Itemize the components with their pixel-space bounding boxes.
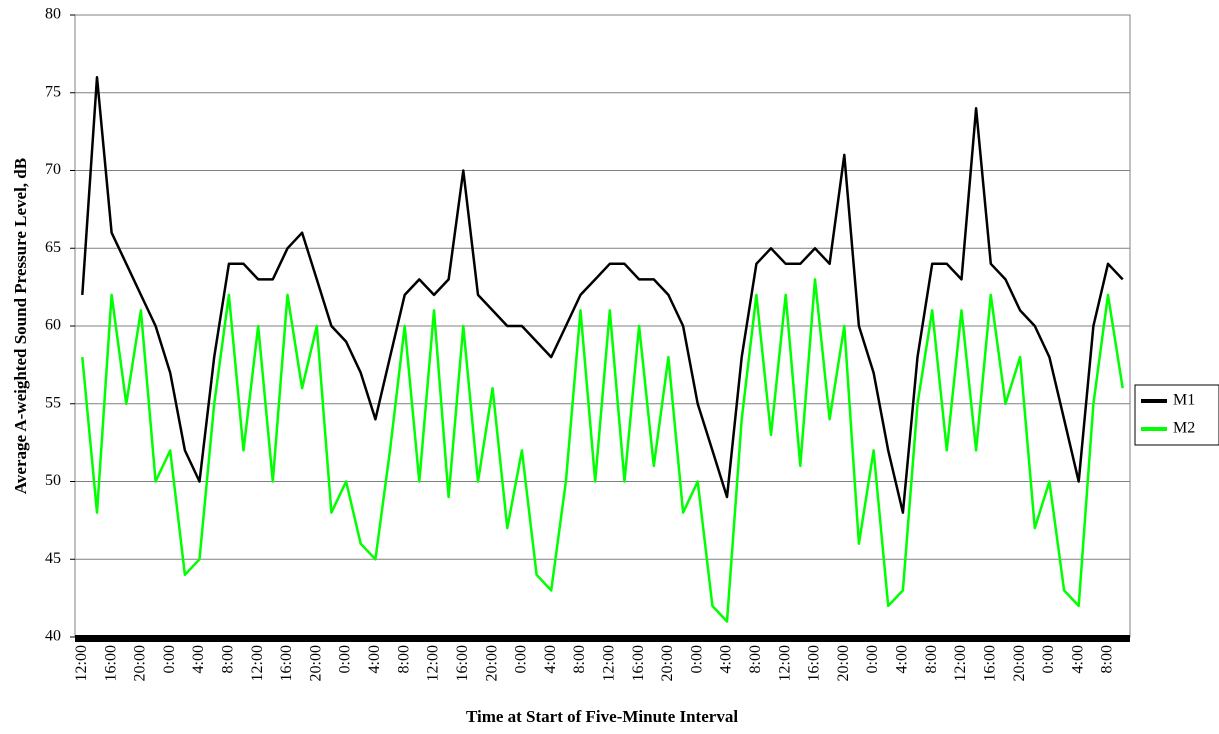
x-tick-label: 16:00 <box>806 645 823 681</box>
x-tick-label: 8:00 <box>395 645 412 673</box>
x-tick-label: 4:00 <box>542 645 559 673</box>
y-tick-label: 60 <box>45 317 61 334</box>
x-tick-label: 16:00 <box>981 645 998 681</box>
x-tick-label: 4:00 <box>190 645 207 673</box>
series-line <box>81 278 1124 623</box>
x-tick-label: 20:00 <box>1011 645 1028 681</box>
x-tick-label: 20:00 <box>307 645 324 681</box>
x-tick-label: 8:00 <box>747 645 764 673</box>
y-tick-label: 75 <box>45 83 61 100</box>
x-tick-label: 0:00 <box>1040 645 1057 673</box>
x-tick-label: 0:00 <box>337 645 354 673</box>
x-tick-label: 4:00 <box>718 645 735 673</box>
x-tick-label: 16:00 <box>278 645 295 681</box>
x-tick-label: 16:00 <box>630 645 647 681</box>
legend-label: M1 <box>1173 392 1195 409</box>
y-tick-label: 40 <box>45 628 61 645</box>
x-tick-label: 8:00 <box>571 645 588 673</box>
x-axis-line <box>75 635 1130 642</box>
x-tick-label: 16:00 <box>454 645 471 681</box>
x-tick-label: 16:00 <box>102 645 119 681</box>
x-tick-label: 12:00 <box>952 645 969 681</box>
x-tick-label: 0:00 <box>864 645 881 673</box>
x-tick-label: 4:00 <box>366 645 383 673</box>
y-tick-label: 80 <box>45 6 61 23</box>
y-tick-label: 45 <box>45 550 61 567</box>
x-tick-label: 0:00 <box>161 645 178 673</box>
series-line <box>81 75 1124 514</box>
y-tick-label: 70 <box>45 161 61 178</box>
x-tick-label: 12:00 <box>73 645 90 681</box>
legend-label: M2 <box>1173 420 1195 437</box>
x-tick-label: 8:00 <box>923 645 940 673</box>
y-axis-title: Average A-weighted Sound Pressure Level,… <box>11 158 30 494</box>
y-tick-label: 55 <box>45 394 61 411</box>
x-tick-label: 20:00 <box>132 645 149 681</box>
x-tick-label: 12:00 <box>425 645 442 681</box>
x-axis-title: Time at Start of Five-Minute Interval <box>466 707 738 726</box>
x-tick-label: 0:00 <box>513 645 530 673</box>
x-tick-label: 4:00 <box>1069 645 1086 673</box>
x-tick-label: 20:00 <box>659 645 676 681</box>
x-tick-label: 12:00 <box>249 645 266 681</box>
x-tick-label: 8:00 <box>220 645 237 673</box>
x-tick-label: 4:00 <box>894 645 911 673</box>
x-tick-label: 20:00 <box>483 645 500 681</box>
y-tick-label: 50 <box>45 472 61 489</box>
x-tick-label: 0:00 <box>688 645 705 673</box>
x-tick-label: 20:00 <box>835 645 852 681</box>
x-tick-label: 12:00 <box>600 645 617 681</box>
legend-box <box>1134 384 1219 446</box>
x-tick-label: 8:00 <box>1099 645 1116 673</box>
y-tick-label: 65 <box>45 239 61 256</box>
x-tick-label: 12:00 <box>776 645 793 681</box>
